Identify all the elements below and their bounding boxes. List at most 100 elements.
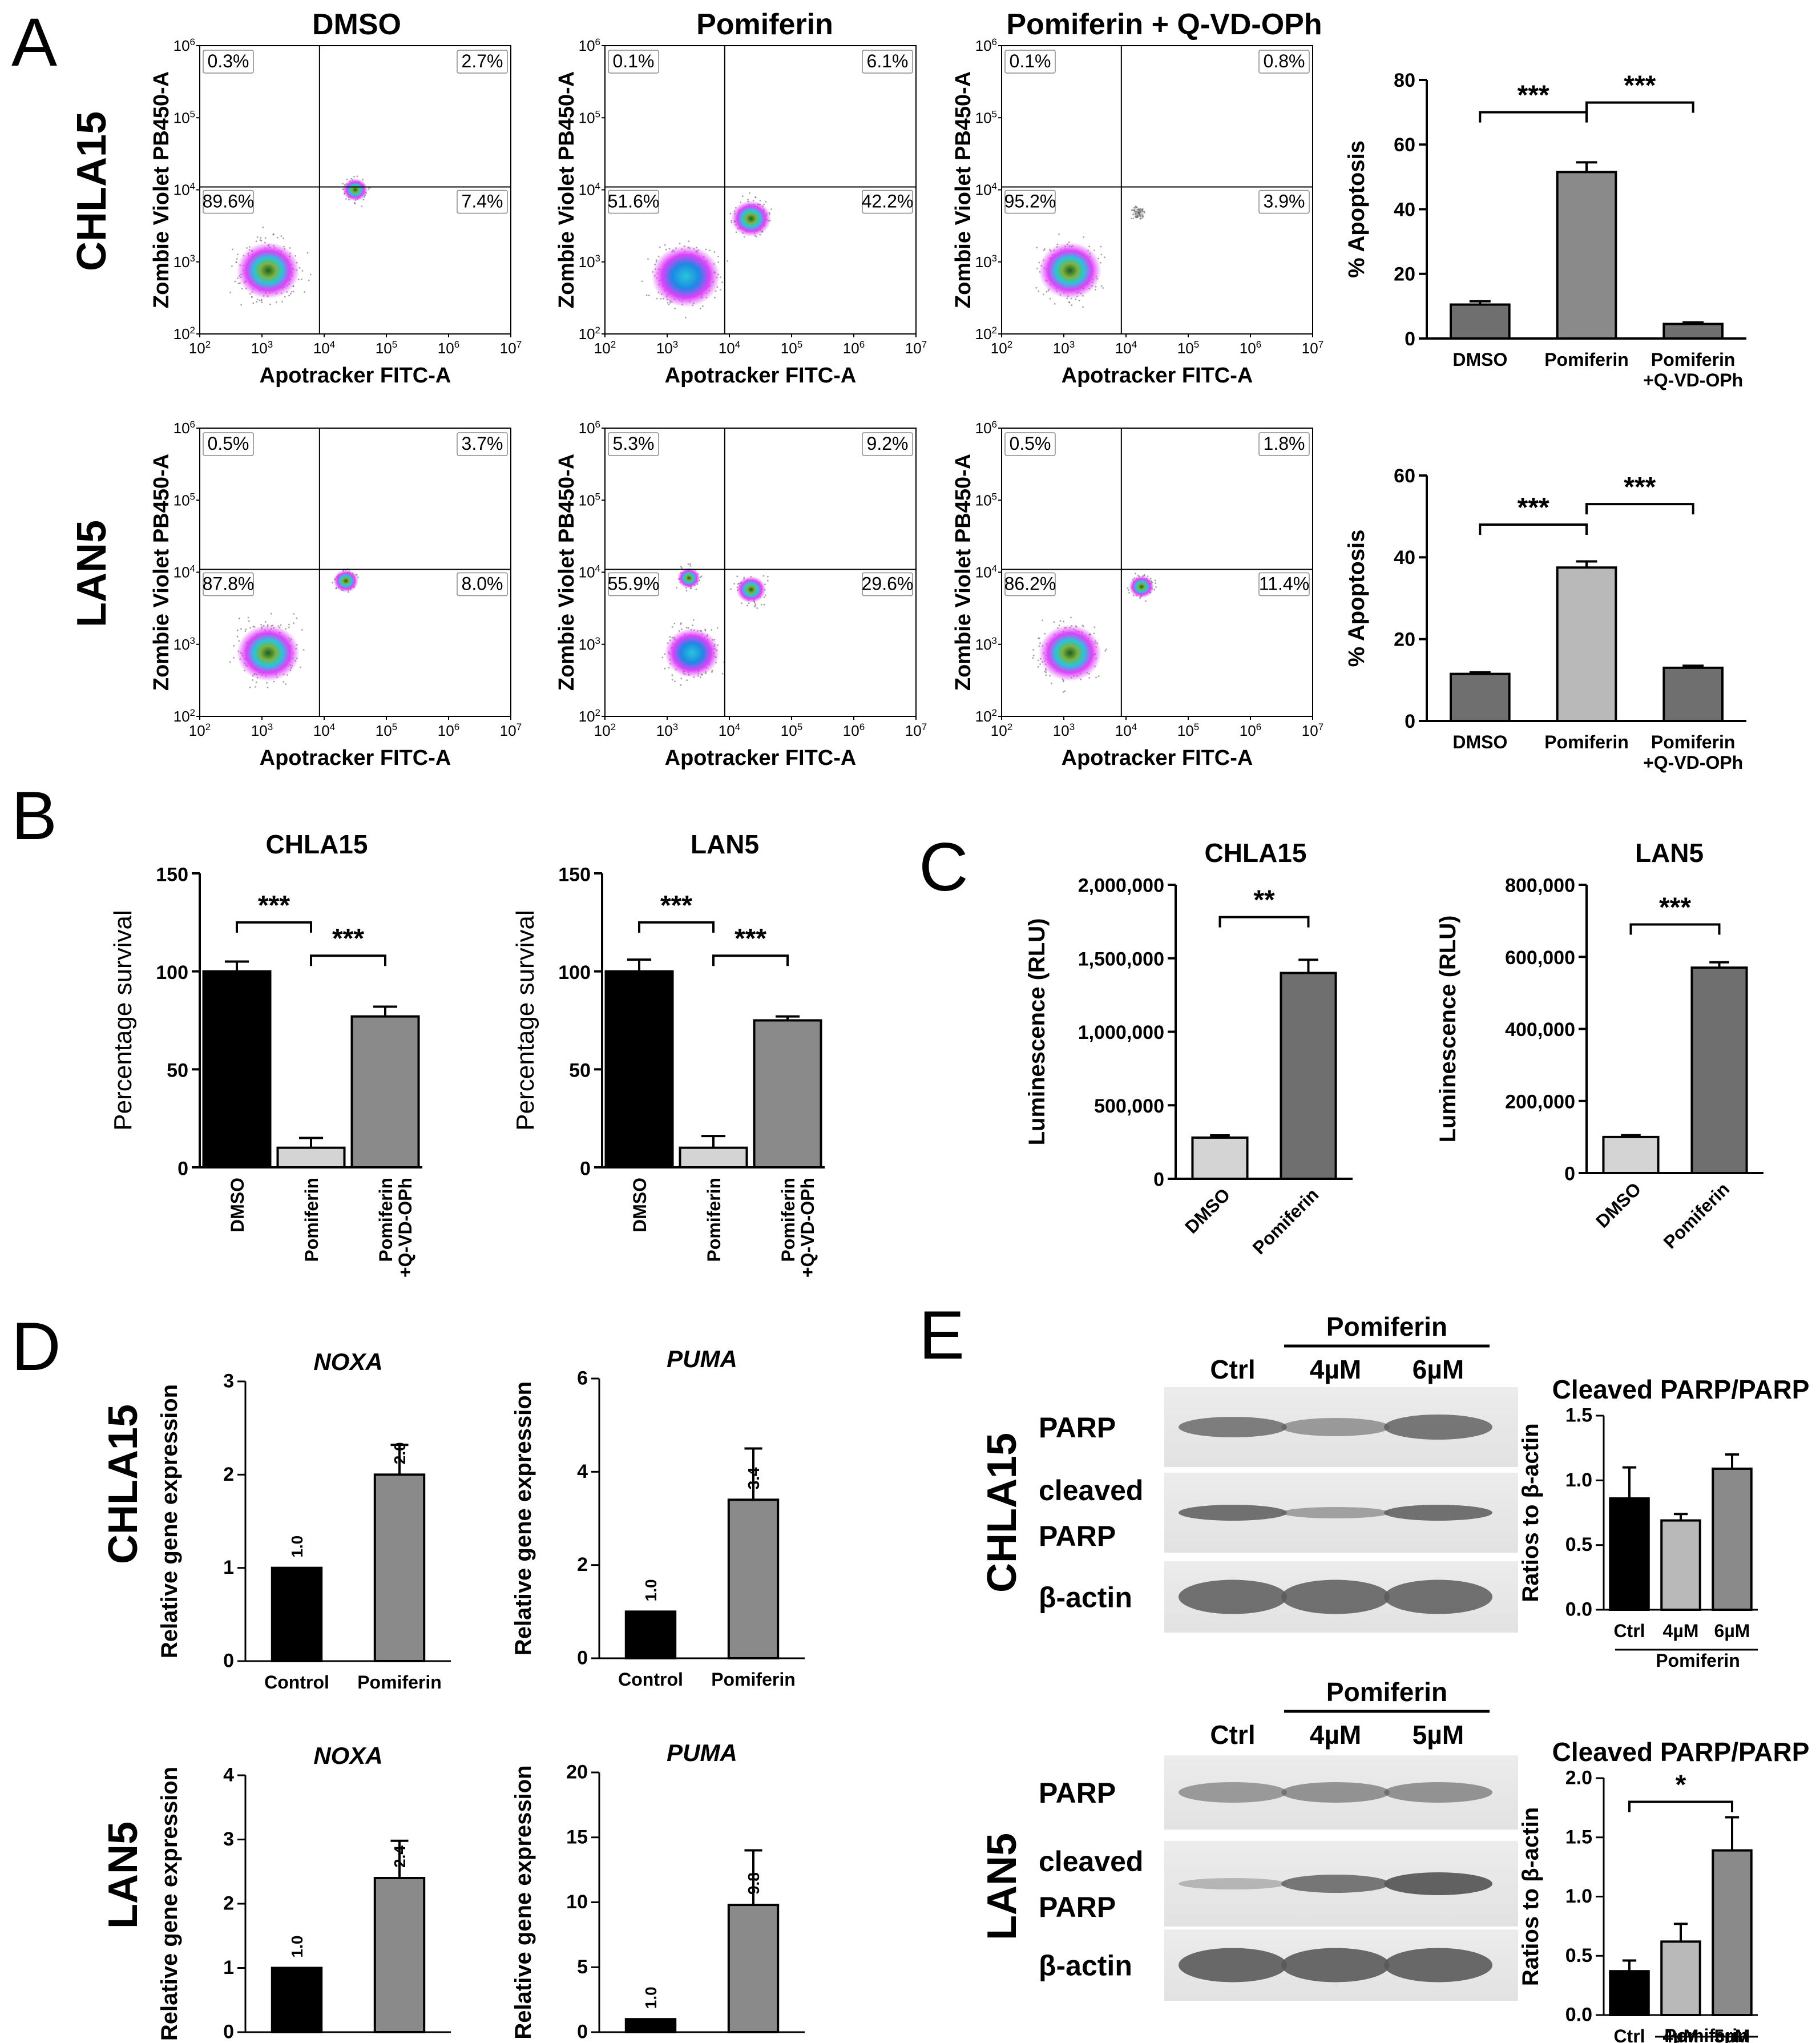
flow-event [233,657,235,659]
flow-event [284,296,286,298]
flow-event [770,208,772,210]
y-tick-label: 1.5 [1565,1826,1592,1848]
blot-band [1179,1505,1287,1521]
flow-y-axis-title: Zombie Violet PB450-A [555,454,579,691]
chart-d-chla15-noxa: 0 1 2 3 Relative gene expression 1.0 Control 2.… [157,1348,451,1693]
flow-x-axis-title: Apotracker FITC-A [260,746,451,770]
significance-label: ** [1253,885,1275,916]
y-tick-label: 106 [579,419,600,437]
chart-title: Cleaved PARP/PARP [1552,1375,1810,1404]
bar-2 [1712,1467,1753,1611]
chart-c-lan5: 0 200,000 400,000 600,000 800,000 Luminescenc… [1435,875,1763,1252]
bar-2 [753,1019,822,1168]
significance-bracket [1629,923,1721,935]
x-tick-label: 105 [376,339,397,357]
flow-x-axis-title: Apotracker FITC-A [665,746,857,770]
flow-cluster [651,245,720,307]
bar-1 [373,1877,426,2033]
x-tick-label: 107 [500,339,522,357]
x-tick-label: 107 [1302,722,1323,739]
flow-event [235,261,237,263]
category-label: Pomiferin [301,1178,322,1262]
significance-bracket [236,921,312,933]
flow-event [1070,616,1072,619]
flow-cluster [1131,207,1145,219]
y-tick-label: 105 [579,108,600,126]
y-tick-label: 0.5 [1565,1945,1592,1967]
flow-event [676,587,677,589]
y-tick-label: 6 [577,1368,588,1389]
category-label: DMSO [1181,1184,1234,1237]
chart-e-chla15: 0.0 0.5 1.0 1.5 Ratios to β-actin Ctrl 4µM 6µM C… [1518,1375,1809,1671]
a-flow-plot-r1-c0: 0.5% 3.7% 87.8% 8.0% 102 103 104 105 106 107 102 10… [150,419,522,770]
flow-event [1078,300,1080,301]
flow-event [674,308,676,309]
flow-event [693,619,695,621]
y-axis-title: % Apoptosis [1344,530,1369,667]
quadrant-value-lr: 11.4% [1259,573,1309,594]
x-tick-label: 103 [1053,339,1075,357]
y-tick-label: 100 [558,962,591,984]
flow-event [1093,249,1095,252]
x-tick-label: 107 [1302,339,1323,357]
y-tick-label: 0 [577,2021,588,2043]
bar-value-label: 2.0 [391,1442,409,1464]
flow-event [704,628,706,631]
flow-event [754,605,756,607]
flow-event [353,176,355,178]
flow-event [1104,650,1107,652]
flow-event [720,289,721,291]
blot-band [1281,1782,1390,1803]
y-tick-label: 0 [223,1650,234,1672]
flow-event [1154,579,1156,582]
flow-event [727,260,728,262]
band-label: PARP [1039,1891,1116,1923]
flow-event [289,247,291,249]
a-flow-plot-r1-c2: 0.5% 1.8% 86.2% 11.4% 102 103 104 105 106 107 102 1… [951,419,1323,770]
flow-event [1093,626,1096,628]
chart-title: Cleaved PARP/PARP [1552,1737,1810,1767]
x-tick-label: 104 [1115,339,1137,357]
quadrant-value-ur: 0.8% [1264,51,1305,71]
x-tick-label: 105 [1177,339,1199,357]
flow-event [252,302,255,304]
flow-event [238,640,240,642]
category-label: DMSO [1592,1178,1645,1231]
flow-cluster [333,569,359,593]
flow-event [342,183,344,185]
y-tick-label: 800,000 [1505,875,1575,897]
y-axis-title: Luminescence (RLU) [1435,916,1460,1143]
y-tick-label: 60 [1394,134,1415,156]
category-label: 5µM [1714,2026,1750,2043]
y-tick-label: 4 [577,1461,588,1482]
flow-event [743,236,745,238]
flow-event [717,255,719,257]
flow-event [1044,671,1046,672]
x-tick-label: 104 [1115,722,1137,739]
y-tick-label: 20 [1394,264,1415,285]
flow-event [1064,690,1066,692]
flow-event [264,237,267,239]
y-axis-title: Ratios to β-actin [1518,1423,1543,1602]
y-tick-label: 15 [566,1826,588,1848]
flow-event [756,236,757,238]
flow-event [301,270,304,272]
flow-event [1049,298,1051,300]
flow-event [736,575,739,578]
y-tick-label: 103 [173,253,195,271]
x-tick-label: 105 [781,722,802,739]
a-row-label-lan5: LAN5 [69,520,115,627]
bar-1 [1280,972,1337,1180]
flow-event [716,627,719,629]
band-label: PARP [1039,1412,1116,1444]
flow-event [308,279,310,281]
quadrant-value-lr: 42.2% [862,191,914,211]
y-tick-label: 103 [579,635,600,653]
flow-event [262,226,264,228]
y-tick-label: 105 [975,491,997,509]
blot-band [1179,1878,1287,1889]
c-title-chla15: CHLA15 [1205,838,1307,868]
flow-event [1132,217,1135,220]
